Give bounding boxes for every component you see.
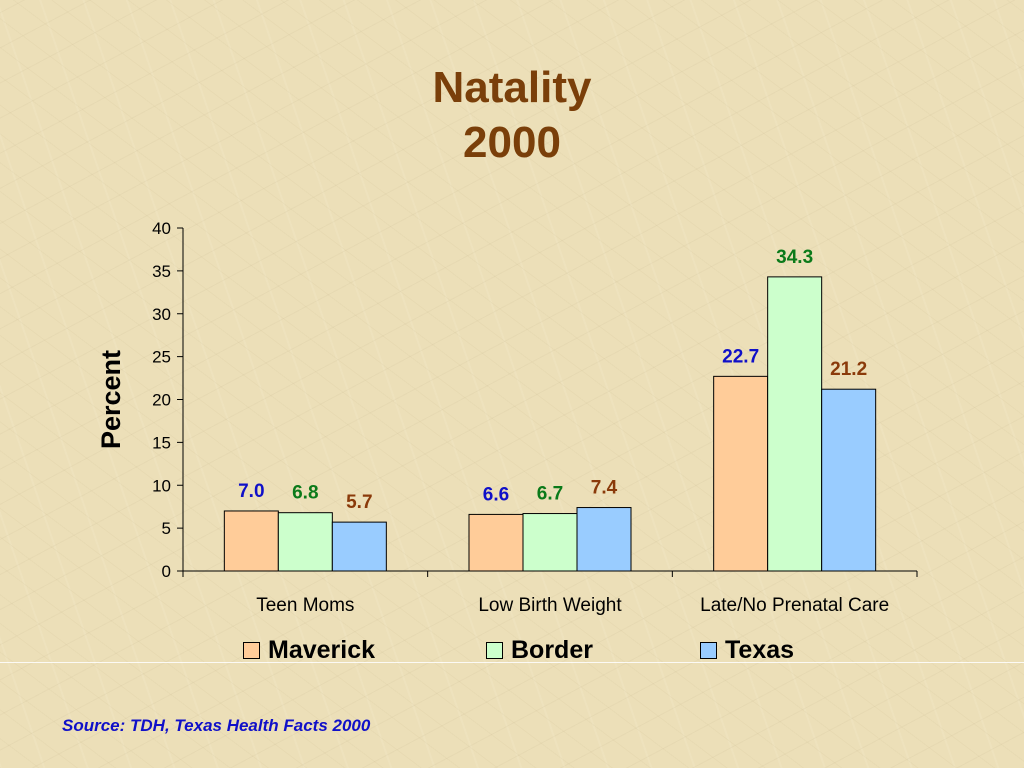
data-label: 34.3 bbox=[776, 247, 813, 268]
data-label: 6.6 bbox=[483, 484, 509, 505]
legend-swatch bbox=[243, 641, 260, 659]
y-tick-label: 20 bbox=[152, 391, 171, 410]
legend-swatch bbox=[700, 641, 717, 659]
x-category-label: Teen Moms bbox=[256, 595, 354, 616]
divider-line bbox=[0, 662, 1024, 663]
bar-border bbox=[767, 276, 823, 572]
data-label: 6.7 bbox=[537, 484, 563, 505]
x-category-label: Low Birth Weight bbox=[478, 595, 622, 616]
chart-legend: Maverick Border Texas bbox=[0, 634, 1024, 666]
legend-label: Border bbox=[511, 636, 593, 664]
legend-label: Texas bbox=[725, 636, 795, 664]
y-tick-label: 30 bbox=[152, 305, 171, 324]
legend-item-border: Border bbox=[486, 634, 593, 666]
y-tick-label: 40 bbox=[152, 219, 171, 238]
source-note: Source: TDH, Texas Health Facts 2000 bbox=[62, 716, 371, 735]
x-category-label: Late/No Prenatal Care bbox=[700, 595, 889, 616]
bar-maverick bbox=[468, 513, 524, 572]
bar-border bbox=[522, 513, 578, 572]
data-label: 21.2 bbox=[830, 359, 867, 380]
legend-label: Maverick bbox=[268, 636, 376, 664]
legend-swatch bbox=[486, 641, 503, 659]
legend-item-maverick: Maverick bbox=[243, 634, 375, 666]
slide-title: Natality 2000 bbox=[0, 60, 1024, 170]
y-axis-title: Percent bbox=[96, 350, 126, 449]
bar-texas bbox=[821, 388, 877, 572]
bar-border bbox=[277, 512, 333, 572]
y-tick-label: 25 bbox=[152, 348, 171, 367]
title-line-2: 2000 bbox=[463, 118, 561, 167]
y-tick-label: 15 bbox=[152, 433, 171, 452]
y-tick-label: 35 bbox=[152, 262, 171, 281]
bar-maverick bbox=[713, 375, 769, 572]
y-tick-label: 10 bbox=[152, 476, 171, 495]
title-line-1: Natality bbox=[432, 63, 592, 112]
data-label: 5.7 bbox=[346, 492, 372, 513]
data-label: 7.0 bbox=[238, 481, 264, 502]
bar-texas bbox=[331, 521, 387, 572]
legend-item-texas: Texas bbox=[700, 634, 794, 666]
y-tick-label: 0 bbox=[162, 562, 171, 581]
data-label: 22.7 bbox=[722, 346, 759, 367]
bar-texas bbox=[576, 507, 632, 572]
y-tick-label: 5 bbox=[162, 519, 171, 538]
data-label: 7.4 bbox=[591, 478, 618, 499]
bar-maverick bbox=[223, 510, 279, 572]
data-label: 6.8 bbox=[292, 483, 318, 504]
bar-chart: 0 5 10 15 20 25 30 35 40 Percent Teen Moms 7.0 6.8 5.… bbox=[96, 219, 918, 616]
